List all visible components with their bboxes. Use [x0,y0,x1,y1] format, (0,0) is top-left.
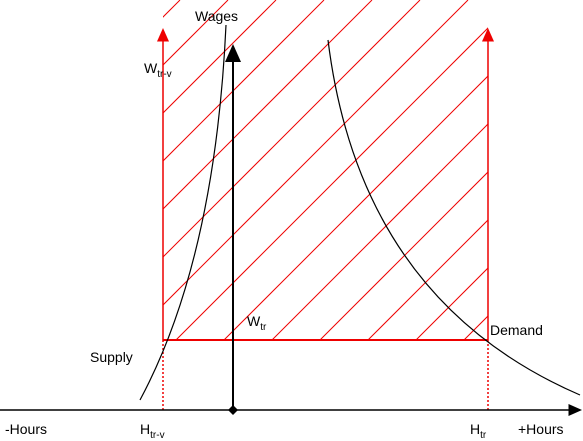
wage-label: Wtr [247,313,267,333]
hatch-line [163,0,277,114]
hatch-line [367,219,488,340]
hour-label: Htr-v [140,421,165,441]
hatch-line [175,27,488,340]
x-positive-label: +Hours [518,421,564,437]
hatch-line [463,315,488,340]
hatch-line [163,0,373,210]
hatch-line [163,0,325,162]
hatch-line [163,0,229,66]
hour-label: Htr [470,421,487,441]
y-axis-label: Wages [195,8,238,24]
wage-label: Wtr-v [144,60,172,80]
supply-curve [139,24,227,401]
hatching [163,0,583,340]
hatch-line [163,0,181,18]
demand-label: Demand [490,322,543,338]
hatch-line [415,267,488,340]
demand-curve [327,39,581,396]
hatch-line [163,0,421,258]
supply-label: Supply [90,349,133,365]
hatch-line [512,0,583,340]
hatch-line [163,0,469,306]
x-negative-label: -Hours [5,421,47,437]
hatch-line [223,75,488,340]
origin [228,405,238,415]
hatch-line [319,171,488,340]
hatch-line [271,123,488,340]
